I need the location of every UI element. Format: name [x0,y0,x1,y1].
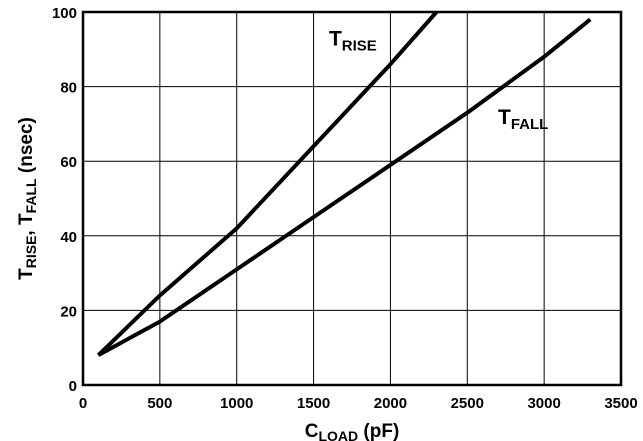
y-tick-label: 80 [60,80,77,97]
x-tick-label: 2000 [374,395,407,412]
x-tick-label: 0 [79,395,87,412]
x-tick-label: 2500 [451,395,484,412]
x-axis-title-suffix: (pF) [358,421,399,441]
series-line-fall [97,17,592,357]
series-label-subscript: RISE [342,38,377,55]
series-label-rise: TRISE [329,28,377,55]
series-label-fall: TFALL [498,106,548,133]
y-tick-label: 100 [52,5,77,22]
x-tick-label: 1500 [297,395,330,412]
y-tick-label: 40 [60,229,77,246]
y-axis-title-part: (nsec) [16,117,37,178]
series-label-subscript: FALL [511,116,549,133]
y-axis-title-part: , T [16,213,37,236]
axis-titles: CLOAD (pF) TRISE, TFALL (nsec) [16,117,399,441]
x-axis-title: CLOAD (pF) [305,421,400,441]
x-axis-title-subscript: LOAD [318,428,358,441]
x-tick-label: 3500 [604,395,637,412]
y-axis-title-subscript: FALL [23,178,39,213]
x-tick-label: 3000 [527,395,560,412]
y-tick-label: 0 [69,378,77,395]
plot-frame [81,10,623,387]
x-axis-title-main: C [305,421,319,441]
grid-lines [83,12,621,385]
x-tick-label: 1000 [220,395,253,412]
y-tick-label: 20 [60,303,77,320]
x-tick-label: 500 [147,395,172,412]
tick-labels: 0 500 1000 1500 2000 2500 3000 3500 0 20 40 60 80 100 [52,5,638,412]
y-tick-label: 60 [60,154,77,171]
y-axis-title: TRISE, TFALL (nsec) [16,117,39,280]
series-label-main: T [498,106,511,129]
series-line-rise [96,10,439,357]
y-axis-title-part: T [16,268,37,280]
y-axis-title-subscript: RISE [23,236,39,269]
series-label-main: T [329,28,342,51]
series-lines [96,10,592,357]
